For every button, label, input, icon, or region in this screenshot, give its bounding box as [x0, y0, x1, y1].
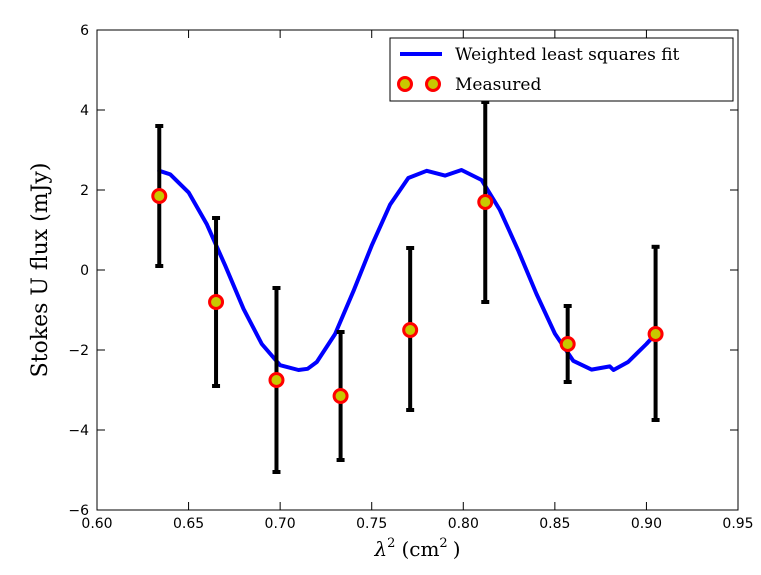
y-tick-label: 0: [80, 263, 89, 279]
x-tick-label: 0.75: [356, 516, 387, 532]
data-point: [151, 188, 168, 204]
legend: Weighted least squares fit Measured: [389, 37, 734, 102]
axes-layer: 0.60 0.65 0.70 0.75 0.80 0.85 0.90 0.95 −6 −4 −2 0 2…: [68, 23, 753, 532]
legend-label-measured: Measured: [455, 75, 541, 95]
y-tick-label: −2: [68, 343, 89, 359]
series-layer: [151, 100, 664, 474]
x-tick-label: 0.60: [81, 516, 112, 532]
data-point: [268, 372, 285, 388]
x-axis-label-symbol: λ: [373, 537, 387, 561]
x-axis-label: λ2 (cm2): [373, 536, 460, 561]
data-point: [647, 326, 664, 342]
y-tick-label: −6: [68, 503, 89, 519]
x-tick-label: 0.85: [539, 516, 570, 532]
x-tick-label: 0.90: [631, 516, 662, 532]
y-tick-label: 2: [80, 183, 89, 199]
legend-label-fit: Weighted least squares fit: [455, 45, 680, 65]
x-axis-label-superscript: 2: [387, 536, 395, 551]
data-point: [402, 322, 419, 338]
x-axis-label-unit-open: (cm: [401, 537, 439, 561]
data-point: [559, 336, 576, 352]
y-tick-label: 4: [80, 103, 89, 119]
legend-measured-marker-swatch: [425, 76, 441, 92]
data-point: [208, 294, 225, 310]
x-axis-label-unit-superscript: 2: [439, 536, 447, 551]
legend-box: [389, 37, 734, 102]
x-axis-label-unit-close: ): [453, 537, 461, 561]
y-axis-label: Stokes U flux (mJy): [28, 163, 53, 378]
legend-measured-marker-swatch: [397, 76, 413, 92]
x-tick-label: 0.80: [448, 516, 479, 532]
data-point: [477, 194, 494, 210]
x-tick-label: 0.95: [722, 516, 753, 532]
y-tick-label: −4: [68, 423, 89, 439]
data-point: [332, 388, 349, 404]
x-tick-label: 0.70: [265, 516, 296, 532]
y-tick-label: 6: [80, 23, 89, 39]
fit-line: [157, 168, 658, 372]
x-tick-label: 0.65: [173, 516, 204, 532]
